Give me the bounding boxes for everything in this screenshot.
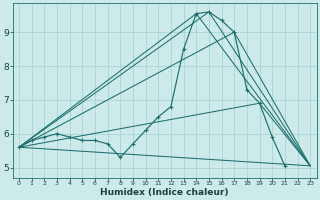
X-axis label: Humidex (Indice chaleur): Humidex (Indice chaleur) [100, 188, 229, 197]
